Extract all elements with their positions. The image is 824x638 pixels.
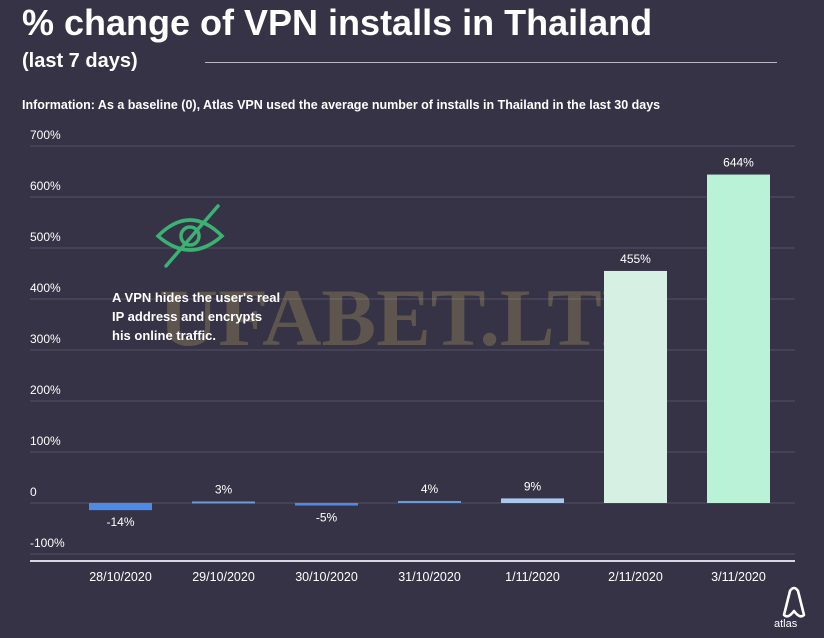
data-label: 9%: [524, 479, 542, 493]
y-tick-label: 200%: [30, 383, 61, 397]
y-tick-label: 600%: [30, 179, 61, 193]
annotation-line-2: IP address and encrypts: [112, 309, 262, 324]
annotation-line-3: his online traffic.: [112, 328, 216, 343]
y-tick-label: 700%: [30, 128, 61, 142]
y-tick-label: 300%: [30, 332, 61, 346]
bar: [604, 270, 667, 503]
annotation-line-1: A VPN hides the user's real: [112, 290, 280, 305]
y-tick-label: 400%: [30, 281, 61, 295]
atlas-logo-icon: [782, 586, 806, 618]
x-axis-tick-labels: 28/10/2020 29/10/2020 30/10/2020 31/10/2020…: [89, 570, 766, 584]
bar: [192, 501, 255, 504]
data-labels: -14% 3% -5% 4% 9% 455% 644%: [106, 156, 754, 530]
x-tick-label: 1/11/2020: [505, 570, 560, 584]
data-label: 4%: [421, 482, 439, 496]
gridlines: [30, 145, 795, 562]
data-label: 3%: [215, 482, 233, 496]
bar: [398, 500, 461, 503]
y-tick-label: 500%: [30, 230, 61, 244]
chart-subtitle: (last 7 days): [22, 50, 138, 72]
title-divider: [205, 62, 777, 63]
y-tick-label: 0: [30, 485, 37, 499]
y-tick-label: 100%: [30, 434, 61, 448]
x-tick-label: 28/10/2020: [89, 570, 152, 584]
bar: [89, 503, 152, 511]
x-tick-label: 29/10/2020: [192, 570, 255, 584]
bar: [707, 174, 770, 503]
chart-title: % change of VPN installs in Thailand: [22, 2, 653, 43]
bars: [89, 174, 770, 511]
info-note: Information: As a baseline (0), Atlas VP…: [22, 98, 661, 112]
data-label: -5%: [316, 511, 338, 525]
data-label: -14%: [106, 515, 134, 529]
x-tick-label: 2/11/2020: [608, 570, 663, 584]
brand-name: atlas: [774, 618, 798, 630]
eye-slash-icon: [155, 204, 225, 268]
bar: [295, 503, 358, 506]
data-label: 455%: [620, 252, 651, 266]
y-axis-tick-labels: -100% 0 100% 200% 300% 400% 500% 600% 700%: [30, 128, 65, 550]
x-tick-label: 31/10/2020: [398, 570, 461, 584]
x-tick-label: 30/10/2020: [295, 570, 358, 584]
y-tick-label: -100%: [30, 536, 65, 550]
bar: [501, 498, 564, 503]
x-tick-label: 3/11/2020: [711, 570, 766, 584]
data-label: 644%: [723, 156, 754, 170]
watermark-text: UFABET.LTD: [159, 272, 661, 363]
